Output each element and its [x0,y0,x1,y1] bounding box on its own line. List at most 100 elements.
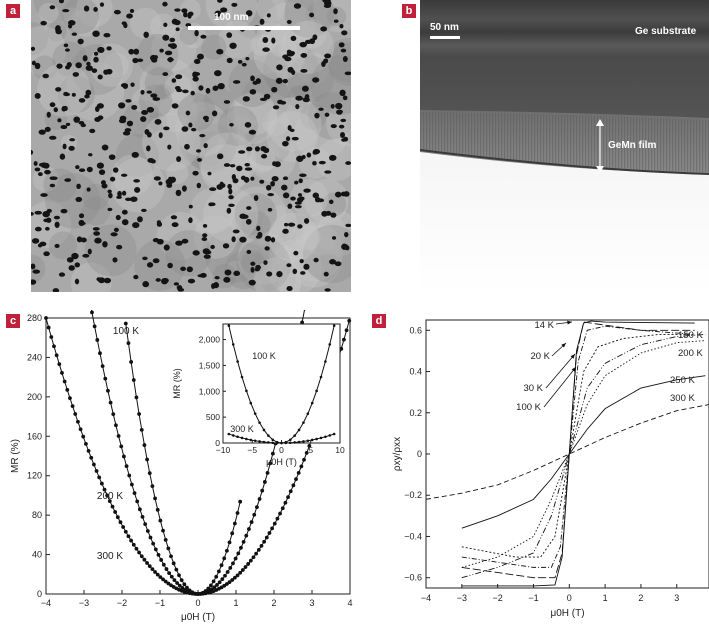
nanocolumn-dot [200,34,207,39]
nanocolumn-dot [265,184,272,191]
nanocolumn-dot [110,232,118,237]
nanocolumn-dot [207,171,212,176]
nanocolumn-dot [194,30,199,37]
data-point [171,561,176,566]
data-point [315,389,318,393]
nanocolumn-dot [328,199,334,205]
data-point [217,569,221,574]
x-tick-label: −2 [117,598,127,608]
nanocolumn-dot [163,244,170,251]
nanocolumn-dot [334,191,342,198]
texture-blob [110,157,165,213]
nanocolumn-dot [59,153,66,160]
nanocolumn-dot [169,37,176,43]
data-point [124,464,129,469]
nanocolumn-dot [176,88,183,93]
nanocolumn-dot [249,89,257,95]
series-line [461,333,706,579]
data-point [158,575,163,579]
nanocolumn-dot [167,56,174,63]
nanocolumn-dot [228,203,235,207]
nanocolumn-dot [206,250,212,255]
nanocolumn-dot [181,185,187,192]
nanocolumn-dot [101,144,109,151]
nanocolumn-dot [318,160,326,165]
data-point [256,547,261,552]
data-point [233,556,238,561]
data-point [139,428,144,432]
data-point [245,389,248,393]
data-point [123,529,128,534]
data-point [167,571,172,576]
nanocolumn-dot [74,262,80,268]
data-point [254,551,259,556]
texture-blob [294,106,349,161]
data-point [65,387,70,392]
nanocolumn-dot [130,196,138,202]
nanocolumn-dot [217,82,225,90]
series-label: 250 K [670,375,695,386]
data-point [275,441,279,445]
nanocolumn-dot [276,270,283,278]
x-tick-label: 0 [567,593,572,603]
data-point [139,554,144,559]
nanocolumn-dot [205,87,211,94]
data-point [306,412,310,415]
nanocolumn-dot [176,156,182,163]
data-point [175,581,180,585]
inset-series-label: 100 K [252,351,276,361]
texture-blob [295,224,321,251]
nanocolumn-dot [32,269,41,274]
nanocolumn-dot [297,224,303,229]
series-label: 100 K [113,326,139,337]
nanocolumn-dot [223,163,231,167]
nanocolumn-dot [49,5,56,10]
texture-blob [268,212,319,263]
data-point [236,360,239,363]
nanocolumn-dot [254,267,260,272]
nanocolumn-dot [140,208,147,212]
nanocolumn-dot [210,244,215,250]
nanocolumn-dot [68,265,75,271]
data-point [98,351,102,356]
nanocolumn-dot [57,118,62,123]
nanocolumn-dot [192,250,200,256]
nanocolumn-dot [109,176,116,182]
series-label: 200 K [678,348,703,359]
inset-x-tick-label: −5 [247,445,257,455]
nanocolumn-dot [345,245,350,251]
nanocolumn-dot [267,207,273,212]
nanocolumn-dot [98,169,106,176]
nanocolumn-dot [100,180,106,186]
nanocolumn-dot [52,288,60,292]
nanocolumn-dot [248,279,256,286]
nanocolumn-dot [44,126,51,132]
nanocolumn-dot [76,183,81,190]
nanocolumn-dot [150,159,156,164]
nanocolumn-dot [208,202,213,207]
nanocolumn-dot [324,112,330,117]
nanocolumn-dot [75,196,83,202]
nanocolumn-dot [181,238,189,244]
data-point [115,515,120,520]
nanocolumn-dot [293,250,299,256]
data-point [49,335,54,339]
nanocolumn-dot [187,278,196,284]
data-point [288,441,292,445]
data-point [166,581,171,586]
nanocolumn-dot [156,220,161,225]
series-label: 300 K [670,393,695,404]
data-point [299,464,304,469]
nanocolumn-dot [161,278,169,284]
data-point [241,540,246,544]
nanocolumn-dot [226,32,233,38]
nanocolumn-dot [55,87,62,92]
texture-blob [177,93,216,132]
nanocolumn-dot [171,103,179,109]
data-point [232,521,237,526]
nanocolumn-dot [214,276,220,280]
texture-blob [234,193,277,236]
nanocolumn-dot [31,46,36,51]
data-point [235,573,240,578]
nanocolumn-dot [239,236,247,243]
